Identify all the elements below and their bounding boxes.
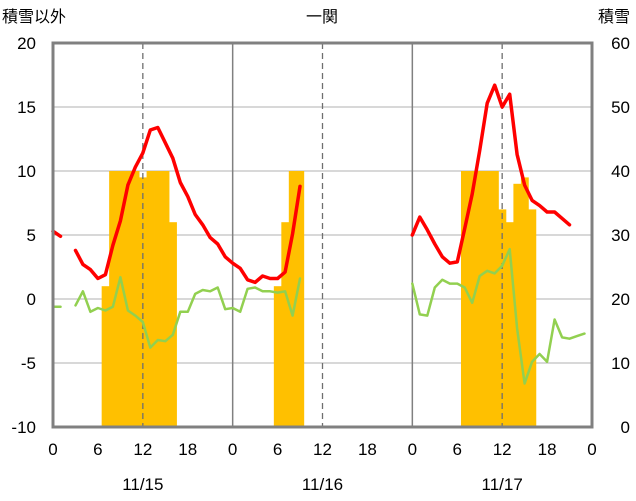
x-tick-label: 12 xyxy=(493,440,512,459)
chart-title: 一関 xyxy=(306,7,338,26)
snow-bar xyxy=(169,222,177,427)
left-axis-label: 積雪以外 xyxy=(2,7,66,26)
snow-bar xyxy=(513,183,522,427)
snow-bar xyxy=(146,171,155,427)
x-tick-label: 18 xyxy=(538,440,557,459)
snow-bar xyxy=(109,171,118,427)
x-tick-label: 6 xyxy=(273,440,282,459)
snow-bar xyxy=(154,171,162,427)
snow-bar xyxy=(131,171,140,427)
temperature-line xyxy=(410,83,572,265)
right-tick-label: 10 xyxy=(611,354,630,373)
left-tick-label: 20 xyxy=(17,34,36,53)
snow-bar xyxy=(296,171,305,427)
date-labels: 11/15 11/16 11/17 xyxy=(122,475,523,494)
snow-bar xyxy=(124,171,133,427)
snow-bar xyxy=(475,171,484,427)
left-tick-label: 10 xyxy=(17,162,36,181)
snow-bar xyxy=(460,171,469,427)
date-label: 11/15 xyxy=(122,475,163,494)
x-axis-ticks: 0 6 12 18 0 6 12 18 0 6 12 18 0 xyxy=(48,440,596,459)
right-tick-label: 60 xyxy=(611,34,630,53)
snow-bar xyxy=(273,286,282,427)
right-tick-label: 50 xyxy=(611,98,630,117)
date-label: 11/16 xyxy=(302,475,343,494)
x-tick-label: 6 xyxy=(453,440,462,459)
snow-bar xyxy=(483,171,492,427)
left-tick-label: 0 xyxy=(27,290,36,309)
x-tick-label: 12 xyxy=(133,440,152,459)
snow-bar xyxy=(101,286,110,427)
left-tick-label: -5 xyxy=(21,354,36,373)
left-tick-label: -10 xyxy=(11,418,36,437)
x-tick-label: 18 xyxy=(178,440,197,459)
snow-bar xyxy=(116,171,125,427)
secondary-line xyxy=(74,275,302,349)
right-tick-label: 30 xyxy=(611,226,630,245)
snow-bar xyxy=(505,222,514,427)
x-tick-label: 0 xyxy=(228,440,237,459)
snow-bar xyxy=(490,171,499,427)
plot-frame xyxy=(51,41,594,429)
right-axis-label: 積雪 xyxy=(598,7,630,26)
x-tick-label: 0 xyxy=(48,440,57,459)
snow-bar xyxy=(281,222,290,427)
x-tick-label: 12 xyxy=(313,440,332,459)
snow-bar xyxy=(161,171,170,427)
left-axis-ticks: 20 15 10 5 0 -5 -10 xyxy=(11,34,36,437)
left-tick-label: 5 xyxy=(27,226,36,245)
x-tick-label: 0 xyxy=(587,440,596,459)
x-tick-label: 0 xyxy=(408,440,417,459)
snow-bar xyxy=(139,177,147,427)
right-tick-label: 0 xyxy=(621,418,630,437)
temperature-line xyxy=(73,125,302,285)
x-tick-label: 6 xyxy=(93,440,102,459)
left-tick-label: 15 xyxy=(17,98,36,117)
date-label: 11/17 xyxy=(482,475,523,494)
right-tick-label: 20 xyxy=(611,290,630,309)
secondary-line xyxy=(411,247,586,385)
x-tick-label: 18 xyxy=(358,440,377,459)
right-axis-ticks: 60 50 40 30 20 10 0 xyxy=(611,34,630,437)
right-tick-label: 40 xyxy=(611,162,630,181)
snow-bar xyxy=(520,177,529,427)
snow-bar xyxy=(288,171,297,427)
snow-bar xyxy=(528,209,537,427)
